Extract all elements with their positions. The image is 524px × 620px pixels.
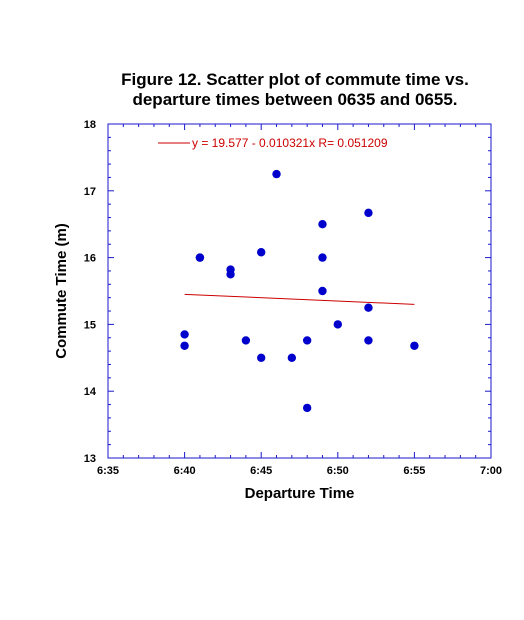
y-tick-label: 15 [84,319,96,331]
y-tick-label: 17 [84,186,96,198]
y-tick-label: 18 [84,119,96,131]
data-point [364,303,373,312]
chart-title-line-2: departure times between 0635 and 0655. [132,90,458,109]
data-point [287,353,297,362]
legend-fit-label: y = 19.577 - 0.010321x R= 0.051209 [192,136,388,150]
x-tick-label: 6:55 [403,465,425,477]
chart-title: Figure 12. Scatter plot of commute time … [95,70,495,110]
data-point [241,336,251,345]
x-tick-label: 6:40 [174,465,196,477]
data-point [272,169,281,179]
y-tick-label: 14 [84,386,97,398]
data-point [410,341,419,350]
data-point [364,336,373,345]
axis-ticks [107,123,492,459]
data-point [318,286,327,296]
legend: y = 19.577 - 0.010321x R= 0.051209 [158,136,388,150]
plot-frame [107,123,492,459]
y-tick-labels: 13 14 15 16 17 18 [84,119,97,465]
chart-title-line-1: Figure 12. Scatter plot of commute time … [121,70,469,89]
data-point [195,253,205,262]
y-axis-label: Commute Time (m) [53,223,70,359]
y-tick-label: 16 [84,253,96,265]
data-point [318,253,327,262]
y-tick-label: 13 [84,453,96,465]
data-point [257,353,266,362]
x-tick-label: 6:50 [327,465,349,477]
data-point [364,208,373,218]
data-point [257,248,266,257]
x-tick-label: 7:00 [480,465,502,477]
data-points [180,169,419,413]
data-point [333,320,342,329]
data-point [226,270,235,279]
x-tick-label: 6:45 [250,465,272,477]
data-point [180,330,189,339]
data-point [302,336,312,345]
data-point [180,341,189,350]
data-point [318,220,327,229]
x-axis-label: Departure Time [245,485,355,502]
x-tick-label: 6:35 [97,465,119,477]
regression-line [184,293,415,305]
x-tick-labels: 6:35 6:40 6:45 6:50 6:55 7:00 [97,465,502,477]
data-point [302,403,312,413]
